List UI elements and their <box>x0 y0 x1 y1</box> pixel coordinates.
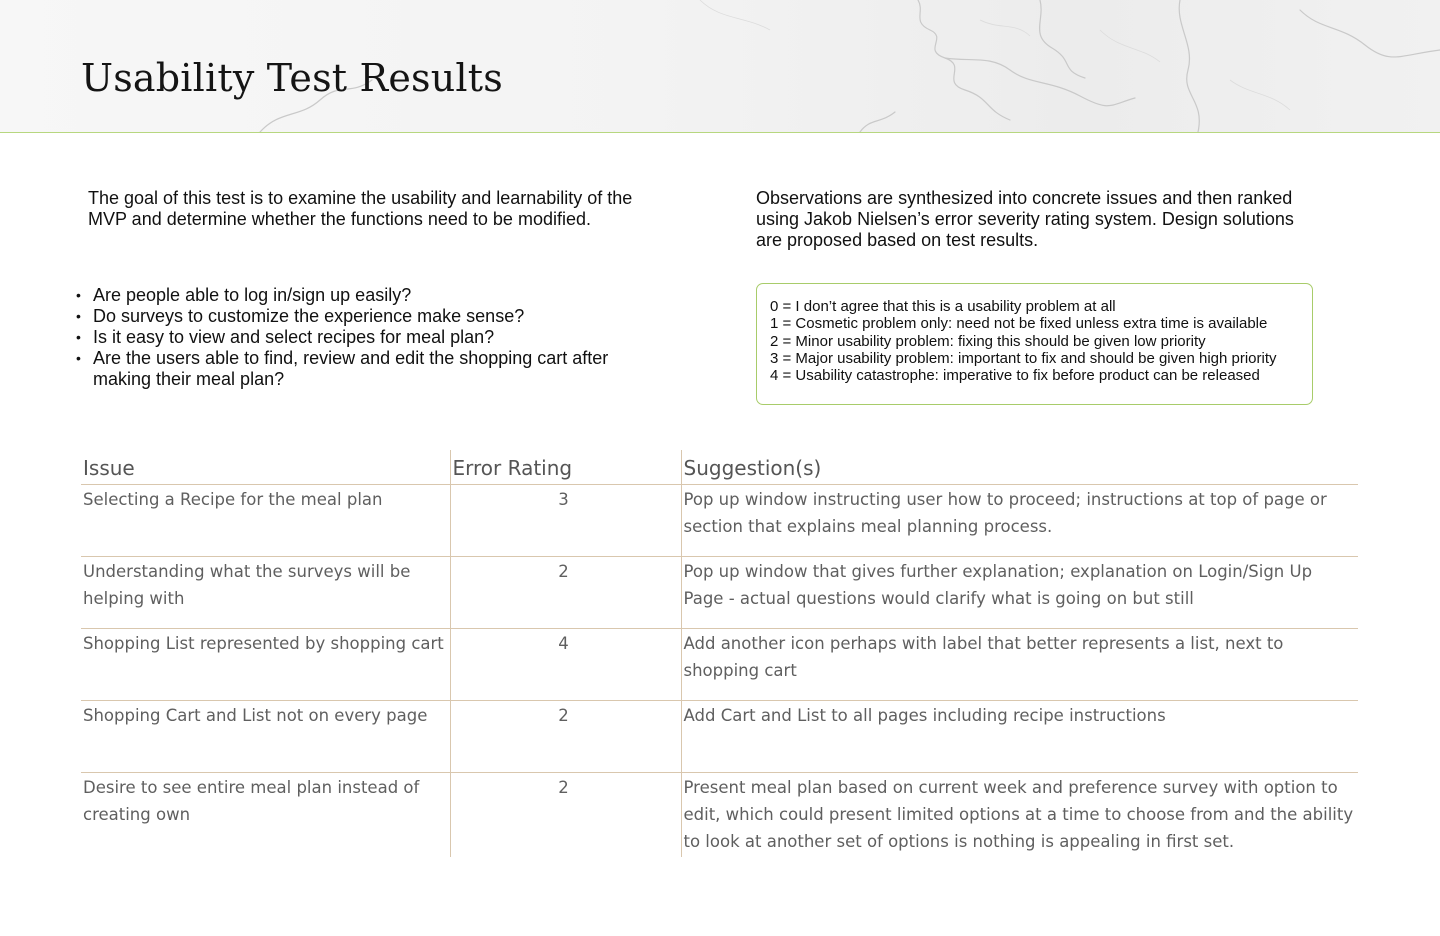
intro-text: The goal of this test is to examine the … <box>88 188 633 229</box>
severity-scale-item: 4 = Usability catastrophe: imperative to… <box>770 367 1260 385</box>
suggestion-cell: Add another icon perhaps with label that… <box>680 628 1358 701</box>
question-text: Are the users able to find, review and e… <box>93 348 609 389</box>
issue-cell: Shopping List represented by shopping ca… <box>81 628 450 701</box>
issue-cell: Shopping Cart and List not on every page <box>81 700 450 773</box>
table-header-row: Issue Error Rating Suggestion(s) <box>81 450 1358 485</box>
issues-table: Issue Error Rating Suggestion(s) Selecti… <box>81 450 1358 857</box>
page-title: Usability Test Results <box>81 56 503 100</box>
severity-scale-item: 2 = Minor usability problem: fixing this… <box>770 332 1206 350</box>
list-item: • Are people able to log in/sign up easil… <box>76 285 646 306</box>
column-header-issue: Issue <box>81 450 450 485</box>
table-row: Selecting a Recipe for the meal plan 3 P… <box>81 484 1358 557</box>
issue-cell: Selecting a Recipe for the meal plan <box>81 484 450 557</box>
table-row: Understanding what the surveys will be h… <box>81 556 1358 629</box>
suggestion-cell: Pop up window that gives further explana… <box>680 556 1358 629</box>
marble-texture <box>259 0 1440 132</box>
list-item: • Is it easy to view and select recipes f… <box>76 327 646 348</box>
column-header-suggestions: Suggestion(s) <box>680 450 1358 485</box>
severity-scale-box: 0 = I don’t agree that this is a usabili… <box>756 283 1313 405</box>
severity-scale-item: 0 = I don’t agree that this is a usabili… <box>770 298 1116 315</box>
bullet-icon: • <box>76 329 81 345</box>
suggestion-cell: Pop up window instructing user how to pr… <box>680 484 1358 557</box>
suggestion-cell: Present meal plan based on current week … <box>680 772 1358 857</box>
rating-cell: 2 <box>449 556 681 629</box>
question-text: Is it easy to view and select recipes fo… <box>93 327 495 347</box>
severity-scale-item: 3 = Major usability problem: important t… <box>770 349 1277 367</box>
suggestion-cell: Add Cart and List to all pages including… <box>680 700 1358 773</box>
list-item: • Are the users able to find, review and … <box>76 348 646 390</box>
observations-text: Observations are synthesized into concre… <box>756 188 1294 250</box>
table-row: Desire to see entire meal plan instead o… <box>81 772 1358 857</box>
bullet-icon: • <box>76 308 81 324</box>
issue-cell: Desire to see entire meal plan instead o… <box>83 778 420 824</box>
table-row: Shopping Cart and List not on every page… <box>81 700 1358 773</box>
list-item: • Do surveys to customize the experience … <box>76 306 646 327</box>
rating-cell: 2 <box>449 772 681 857</box>
column-header-error-rating: Error Rating <box>449 450 681 485</box>
research-questions-list: • Are people able to log in/sign up easil… <box>76 285 646 390</box>
severity-scale-item: 1 = Cosmetic problem only: need not be f… <box>770 315 1268 333</box>
question-text: Do surveys to customize the experience m… <box>93 306 525 326</box>
rating-cell: 4 <box>449 628 681 701</box>
rating-cell: 2 <box>449 700 681 773</box>
issue-cell: Understanding what the surveys will be h… <box>81 556 450 629</box>
table-row: Shopping List represented by shopping ca… <box>81 628 1358 701</box>
header-banner: Usability Test Results <box>0 0 1440 133</box>
question-text: Are people able to log in/sign up easily… <box>93 285 412 305</box>
bullet-icon: • <box>76 287 81 303</box>
rating-cell: 3 <box>449 484 681 557</box>
bullet-icon: • <box>76 350 81 366</box>
